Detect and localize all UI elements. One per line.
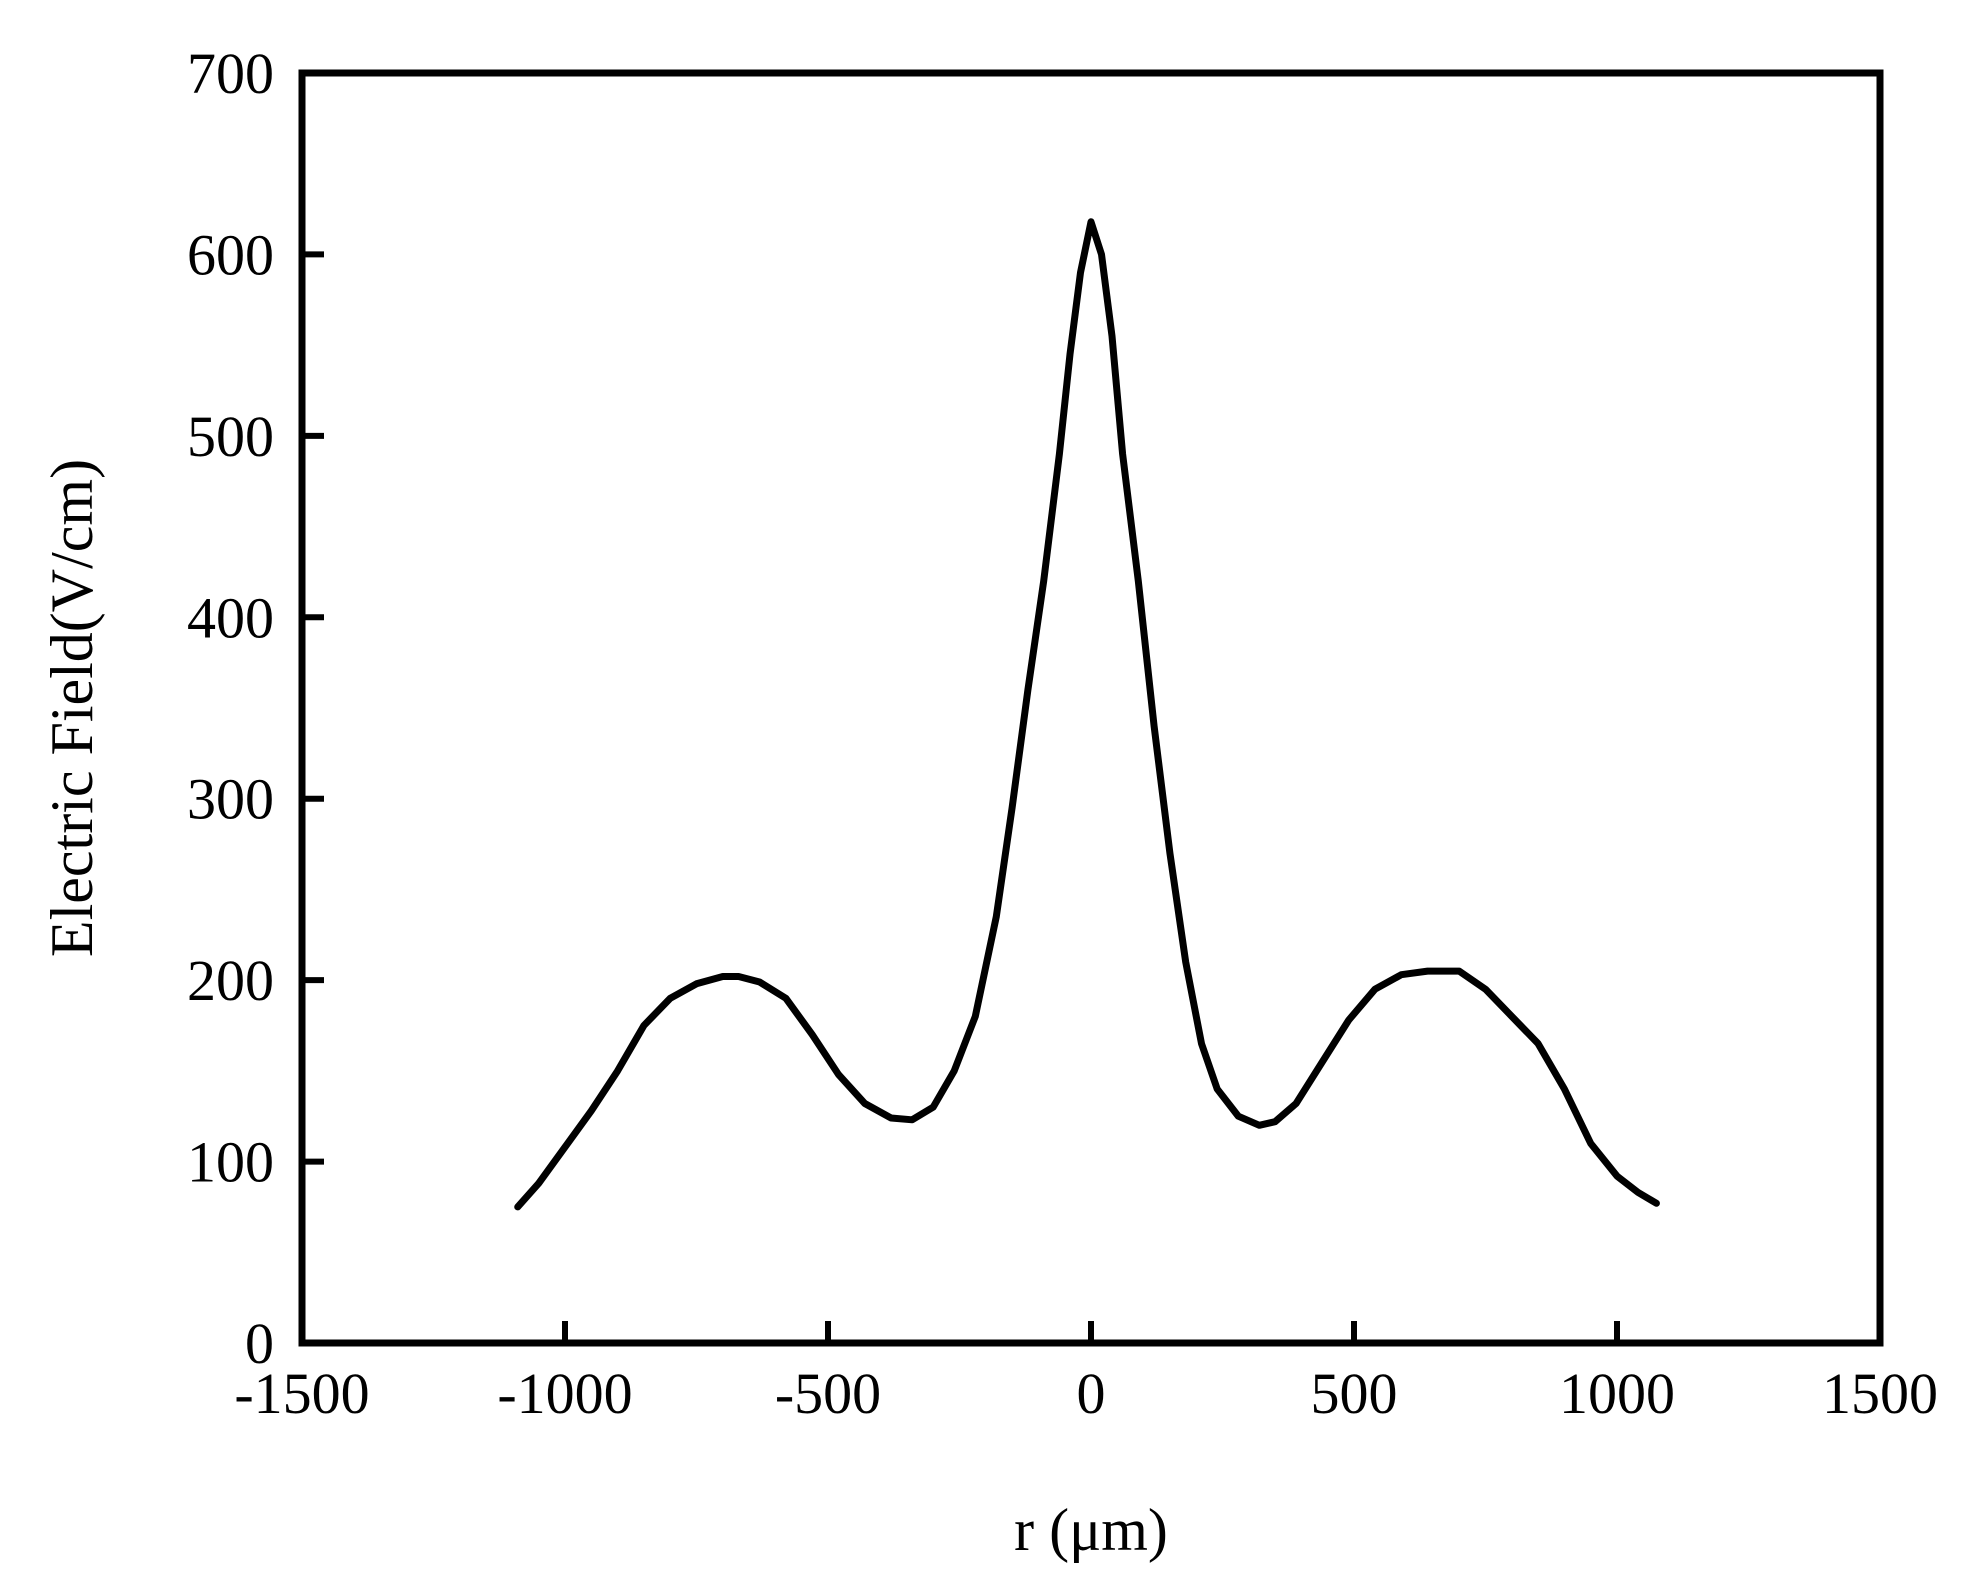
x-tick-label: 500	[1311, 1361, 1398, 1426]
x-axis-tick-labels: -1500 -1000 -500 0 500 1000 1500	[234, 1361, 1938, 1426]
x-tick-label: -500	[775, 1361, 881, 1426]
x-tick-label: -1000	[497, 1361, 632, 1426]
y-axis-ticks	[302, 70, 324, 1346]
plot-area-frame	[298, 69, 1884, 1347]
electric-field-line	[514, 218, 1660, 1211]
x-tick-label: 1000	[1559, 1361, 1675, 1426]
y-tick-label: 0	[245, 1311, 274, 1376]
x-axis-title: r (μm)	[1014, 1497, 1168, 1563]
y-tick-label: 100	[187, 1130, 274, 1195]
y-tick-label: 200	[187, 948, 274, 1013]
y-axis-tick-labels: 0 100 200 300 400 500 600 700	[187, 41, 274, 1376]
x-tick-label: 0	[1077, 1361, 1106, 1426]
x-tick-label: 1500	[1822, 1361, 1938, 1426]
y-tick-label: 600	[187, 222, 274, 287]
y-tick-label: 400	[187, 585, 274, 650]
x-tick-label: -1500	[234, 1361, 369, 1426]
y-tick-label: 700	[187, 41, 274, 106]
y-axis-title: Electric Field(V/cm)	[39, 459, 105, 957]
y-tick-label: 500	[187, 404, 274, 469]
x-axis-ticks	[299, 1321, 1883, 1343]
y-tick-label: 300	[187, 767, 274, 832]
